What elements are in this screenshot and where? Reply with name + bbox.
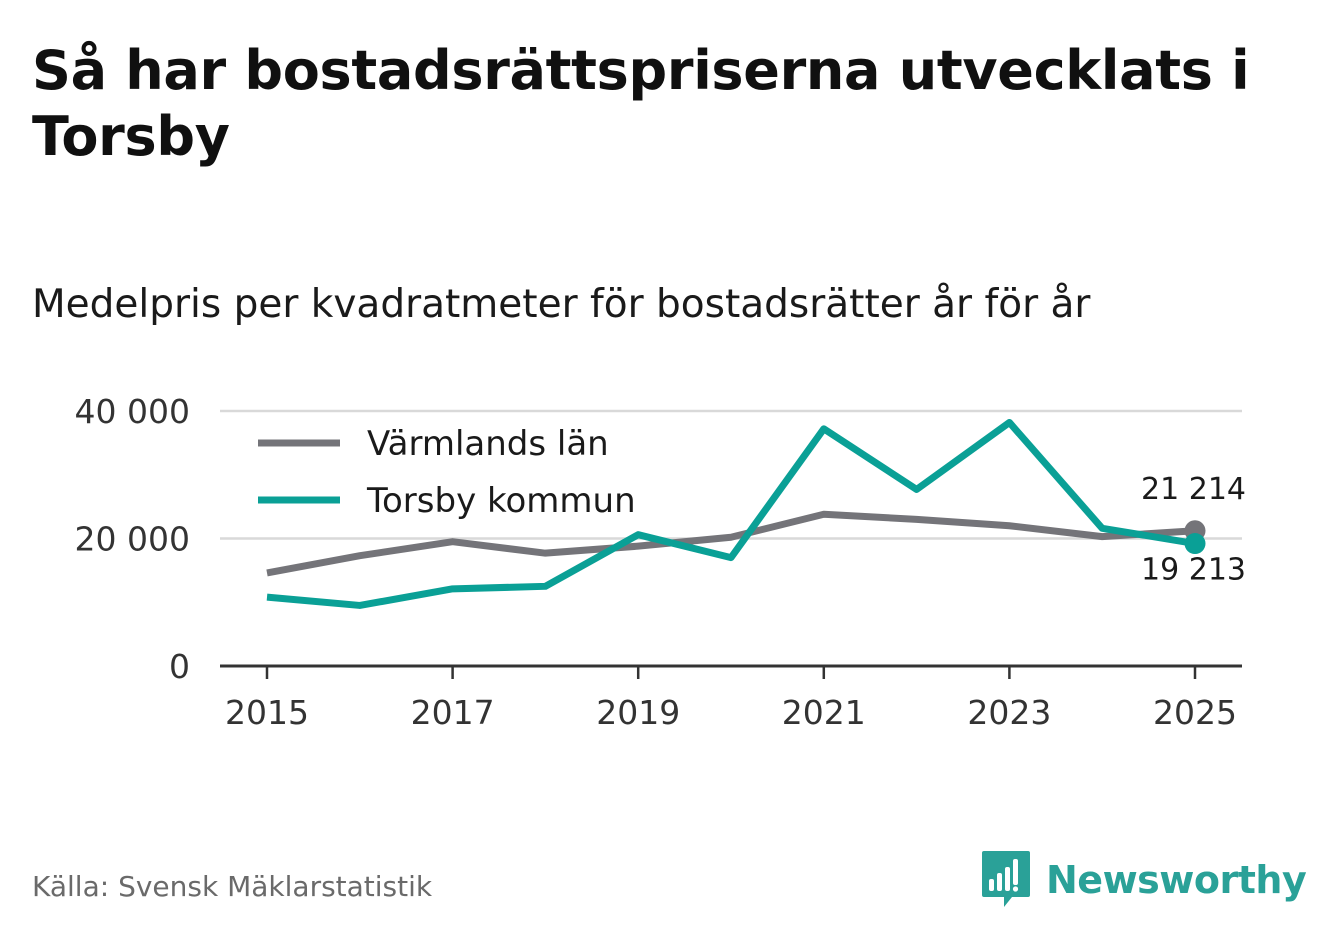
x-tick-label: 2019	[596, 693, 680, 732]
x-tick-label: 2015	[225, 693, 309, 732]
series-line-1	[266, 418, 1196, 609]
legend-label: Torsby kommun	[366, 481, 636, 521]
legend: Värmlands län Torsby kommun	[248, 413, 666, 525]
y-axis-ticks: 0 20 000 40 000	[75, 392, 190, 686]
y-tick-label: 0	[169, 647, 190, 686]
x-tick-label: 2023	[967, 693, 1051, 732]
y-tick-label: 40 000	[75, 392, 190, 431]
line-chart: 0 20 000 40 000 2015 2017 2019 2021 2023 2025 V…	[75, 392, 1246, 732]
end-labels: 21 214 19 213	[1141, 472, 1246, 588]
legend-box	[248, 413, 666, 525]
x-tick-label: 2025	[1153, 693, 1237, 732]
x-tick-label: 2021	[782, 693, 866, 732]
end-label: 21 214	[1141, 472, 1246, 507]
x-tick-label: 2017	[411, 693, 495, 732]
chart-title: Så har bostadsrättspriserna utvecklats i…	[32, 39, 1250, 168]
series-line-0	[266, 510, 1196, 577]
legend-label: Värmlands län	[367, 424, 609, 464]
end-point-marker	[1184, 533, 1206, 555]
newsworthy-logo-text: Newsworthy	[1046, 858, 1307, 902]
y-tick-label: 20 000	[75, 520, 190, 559]
chart-subtitle: Medelpris per kvadratmeter för bostadsrä…	[32, 282, 1091, 327]
newsworthy-logo[interactable]: Newsworthy	[980, 848, 1307, 912]
newsworthy-logo-icon	[982, 851, 1030, 907]
series-lines	[266, 418, 1206, 609]
source-note: Källa: Svensk Mäklarstatistik	[32, 870, 433, 903]
end-label: 19 213	[1141, 553, 1246, 588]
x-axis: 2015 2017 2019 2021 2023 2025	[220, 664, 1242, 732]
